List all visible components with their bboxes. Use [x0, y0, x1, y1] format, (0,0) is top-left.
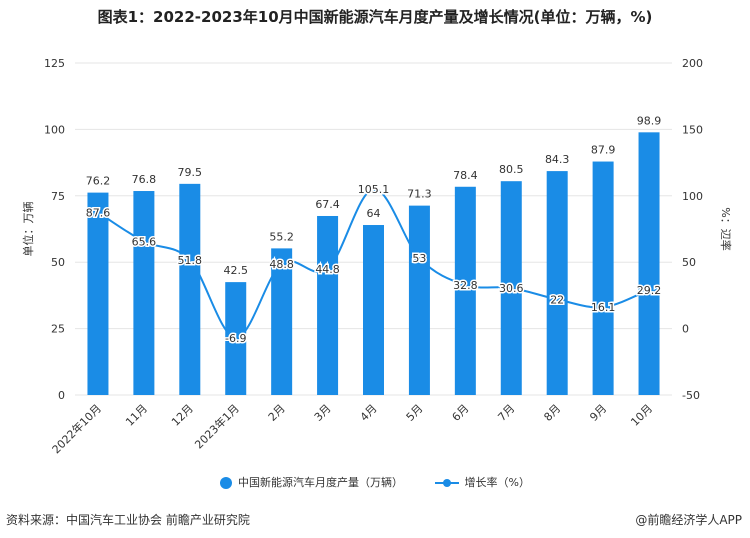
x-tick-label: 8月: [541, 402, 563, 424]
source-note: 资料来源：中国汽车工业协会 前瞻产业研究院: [6, 513, 250, 527]
legend-line-swatch-icon: [434, 477, 459, 489]
legend-bar-swatch-icon: [220, 477, 233, 489]
bar: [592, 161, 614, 395]
y-tick-label: 75: [51, 190, 65, 203]
x-tick-label: 2023年1月: [192, 401, 242, 451]
bar-value-label: 71.3: [407, 188, 432, 201]
growth-value-label: 30.6: [499, 282, 524, 295]
growth-value-label: 48.8: [269, 258, 294, 271]
growth-value-label: 87.6: [86, 206, 111, 219]
bar-value-label: 84.3: [545, 153, 570, 166]
x-tick-label: 4月: [358, 402, 380, 424]
x-tick-label: 2022年10月: [49, 401, 104, 456]
y2-tick-label: 150: [682, 123, 703, 136]
y-tick-label: 100: [44, 123, 65, 136]
bar: [87, 192, 109, 395]
bar-value-label: 79.5: [178, 166, 203, 179]
y-tick-label: 0: [58, 389, 65, 402]
bar: [638, 132, 660, 395]
x-tick-label: 12月: [169, 402, 196, 429]
x-tick-label: 11月: [123, 402, 150, 429]
bar-value-label: 42.5: [223, 264, 248, 277]
bar-value-label: 64: [367, 207, 381, 220]
growth-value-label: 29.2: [637, 284, 662, 297]
legend-production-label: 中国新能源汽车月度产量（万辆）: [238, 476, 404, 489]
bar-value-label: 76.8: [132, 173, 157, 186]
x-tick-label: 9月: [587, 402, 609, 424]
bar: [546, 171, 568, 395]
x-tick-label: 10月: [628, 402, 655, 429]
growth-value-label: 44.8: [315, 263, 340, 276]
bar-value-label: 76.2: [86, 175, 111, 188]
y-tick-label: 25: [51, 323, 65, 336]
y2-tick-label: 50: [682, 256, 696, 269]
growth-value-label: 105.1: [358, 183, 390, 196]
bar: [179, 183, 201, 395]
legend-item-growth[interactable]: 增长率（%）: [434, 474, 530, 490]
legend: 中国新能源汽车月度产量（万辆） 增长率（%）: [0, 474, 750, 490]
bar: [408, 205, 430, 395]
bar: [271, 248, 293, 395]
brand-note: @前瞻经济学人APP: [635, 513, 742, 527]
x-tick-label: 5月: [404, 402, 426, 424]
growth-value-label: 16.1: [591, 301, 616, 314]
growth-value-label: 53: [412, 252, 426, 265]
y2-tick-label: 100: [682, 190, 703, 203]
y-tick-label: 125: [44, 57, 65, 70]
y2-tick-label: 200: [682, 57, 703, 70]
bar-value-label: 98.9: [637, 114, 662, 127]
bar-value-label: 55.2: [269, 230, 294, 243]
y2-tick-label: -50: [682, 389, 700, 402]
bar: [133, 191, 155, 395]
bar: [363, 225, 384, 395]
growth-point: [369, 184, 378, 194]
growth-line: [97, 188, 650, 339]
bar: [317, 215, 339, 395]
y-tick-label: 50: [51, 256, 65, 269]
x-tick-label: 3月: [312, 402, 334, 424]
growth-value-label: -6.9: [225, 332, 246, 345]
bar-value-label: 78.4: [453, 169, 478, 182]
growth-value-label: 22: [550, 293, 564, 306]
y2-axis-label: %：辺率: [719, 207, 733, 250]
chart-title: 图表1：2022-2023年10月中国新能源汽车月度产量及增长情况(单位：万辆，…: [97, 8, 653, 26]
y2-tick-label: 0: [682, 323, 689, 336]
growth-value-label: 65.6: [132, 235, 157, 248]
bar-value-label: 87.9: [591, 144, 616, 157]
legend-item-production[interactable]: 中国新能源汽车月度产量（万辆）: [220, 474, 403, 490]
x-tick-label: 7月: [495, 402, 517, 424]
legend-growth-label: 增长率（%）: [464, 476, 530, 489]
growth-value-label: 32.8: [453, 279, 478, 292]
x-tick-label: 2月: [266, 402, 288, 424]
growth-value-label: 51.8: [178, 254, 203, 267]
bar: [454, 186, 476, 395]
bar-value-label: 67.4: [315, 198, 340, 211]
y-axis-label: 单位：万辆: [21, 202, 35, 257]
bar-value-label: 80.5: [499, 163, 524, 176]
x-tick-label: 6月: [450, 402, 472, 424]
